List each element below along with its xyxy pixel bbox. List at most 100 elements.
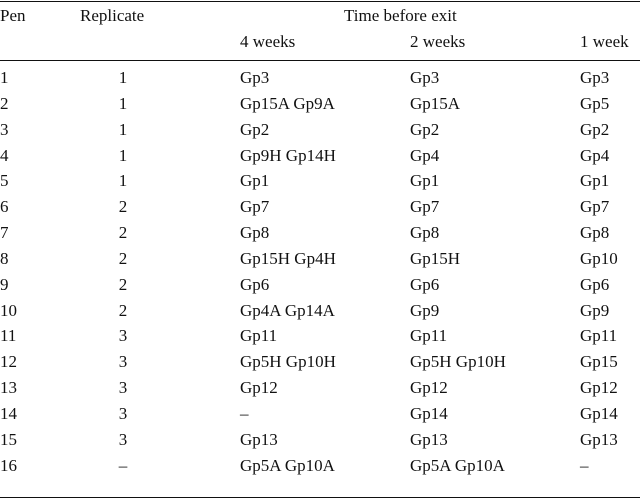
one-week-cell: Gp5 — [580, 93, 610, 113]
two-weeks-cell: Gp4 — [410, 145, 440, 165]
replicate-cell: 3 — [118, 378, 128, 398]
one-week-cell: Gp11 — [580, 326, 618, 346]
two-weeks-cell: Gp5A Gp10A — [410, 455, 505, 475]
two-weeks-cell: Gp11 — [410, 326, 448, 346]
one-week-cell: Gp6 — [580, 274, 610, 294]
table-row: 5 1 Gp1 Gp1 Gp1 — [0, 171, 640, 197]
four-weeks-cell: Gp11 — [240, 326, 278, 346]
pen-cell: 8 — [0, 248, 9, 268]
four-weeks-cell: Gp15A Gp9A — [240, 93, 335, 113]
two-weeks-cell: Gp15A — [410, 93, 461, 113]
header-time-before-exit: Time before exit — [344, 6, 457, 25]
table-row: 11 3 Gp11 Gp11 Gp11 — [0, 326, 640, 352]
replicate-cell: 3 — [118, 429, 128, 449]
four-weeks-cell: Gp8 — [240, 223, 270, 243]
table-row: 12 3 Gp5H Gp10H Gp5H Gp10H Gp15 — [0, 352, 640, 378]
one-week-cell: – — [580, 455, 589, 475]
two-weeks-cell: Gp13 — [410, 429, 448, 449]
two-weeks-cell: Gp9 — [410, 300, 440, 320]
table-row: 8 2 Gp15H Gp4H Gp15H Gp10 — [0, 249, 640, 275]
one-week-cell: Gp10 — [580, 248, 618, 268]
pen-cell: 10 — [0, 300, 17, 320]
bottom-rule — [0, 497, 640, 498]
one-week-cell: Gp4 — [580, 145, 610, 165]
four-weeks-cell: Gp2 — [240, 119, 270, 139]
one-week-cell: Gp2 — [580, 119, 610, 139]
two-weeks-cell: Gp8 — [410, 223, 440, 243]
one-week-cell: Gp9 — [580, 300, 610, 320]
two-weeks-cell: Gp12 — [410, 378, 448, 398]
replicate-cell: 1 — [118, 93, 128, 113]
two-weeks-cell: Gp2 — [410, 119, 440, 139]
pen-cell: 1 — [0, 68, 9, 87]
pen-cell: 9 — [0, 274, 9, 294]
two-weeks-cell: Gp7 — [410, 197, 440, 217]
top-rule — [0, 1, 640, 2]
pen-cell: 14 — [0, 403, 17, 423]
pen-cell: 3 — [0, 119, 9, 139]
four-weeks-cell: Gp6 — [240, 274, 270, 294]
table-row: 9 2 Gp6 Gp6 Gp6 — [0, 275, 640, 301]
two-weeks-cell: Gp5H Gp10H — [410, 352, 506, 372]
replicate-cell: 2 — [118, 274, 128, 294]
table-row: 10 2 Gp4A Gp14A Gp9 Gp9 — [0, 301, 640, 327]
replicate-cell: 2 — [118, 300, 128, 320]
two-weeks-cell: Gp3 — [410, 68, 440, 87]
four-weeks-cell: Gp9H Gp14H — [240, 145, 336, 165]
two-weeks-cell: Gp6 — [410, 274, 440, 294]
replicate-cell: 1 — [118, 119, 128, 139]
header-1-week: 1 week — [580, 32, 629, 51]
one-week-cell: Gp8 — [580, 223, 610, 243]
pen-cell: 16 — [0, 455, 17, 475]
one-week-cell: Gp1 — [580, 171, 610, 191]
four-weeks-cell: Gp15H Gp4H — [240, 248, 336, 268]
one-week-cell: Gp3 — [580, 68, 610, 87]
table-row: 16 – Gp5A Gp10A Gp5A Gp10A – — [0, 456, 640, 482]
header-rule — [0, 60, 640, 61]
four-weeks-cell: Gp1 — [240, 171, 270, 191]
table-row: 13 3 Gp12 Gp12 Gp12 — [0, 378, 640, 404]
pen-cell: 5 — [0, 171, 9, 191]
four-weeks-cell: Gp5H Gp10H — [240, 352, 336, 372]
four-weeks-cell: Gp12 — [240, 378, 278, 398]
replicate-cell: – — [118, 455, 128, 475]
table-row: 1 1 Gp3 Gp3 Gp3 — [0, 68, 640, 94]
four-weeks-cell: Gp7 — [240, 197, 270, 217]
table-row: 14 3 – Gp14 Gp14 — [0, 404, 640, 430]
pen-cell: 4 — [0, 145, 9, 165]
one-week-cell: Gp14 — [580, 403, 618, 423]
four-weeks-cell: Gp13 — [240, 429, 278, 449]
pen-cell: 7 — [0, 223, 9, 243]
table-row: 7 2 Gp8 Gp8 Gp8 — [0, 223, 640, 249]
four-weeks-cell: Gp3 — [240, 68, 270, 87]
table-row: 3 1 Gp2 Gp2 Gp2 — [0, 120, 640, 146]
replicate-cell: 1 — [118, 171, 128, 191]
pen-cell: 6 — [0, 197, 9, 217]
table-row: 6 2 Gp7 Gp7 Gp7 — [0, 197, 640, 223]
table-row: 2 1 Gp15A Gp9A Gp15A Gp5 — [0, 94, 640, 120]
replicate-cell: 1 — [118, 145, 128, 165]
two-weeks-cell: Gp15H — [410, 248, 461, 268]
pen-cell: 11 — [0, 326, 17, 346]
table-row: 15 3 Gp13 Gp13 Gp13 — [0, 430, 640, 456]
pen-cell: 12 — [0, 352, 17, 372]
four-weeks-cell: Gp5A Gp10A — [240, 455, 335, 475]
four-weeks-cell: Gp4A Gp14A — [240, 300, 335, 320]
one-week-cell: Gp12 — [580, 378, 618, 398]
replicate-cell: 3 — [118, 352, 128, 372]
header-pen: Pen — [0, 6, 26, 25]
pen-cell: 13 — [0, 378, 17, 398]
replicate-cell: 2 — [118, 223, 128, 243]
table-row: 4 1 Gp9H Gp14H Gp4 Gp4 — [0, 146, 640, 172]
replicate-cell: 1 — [118, 68, 128, 87]
header-4-weeks: 4 weeks — [240, 32, 296, 51]
two-weeks-cell: Gp1 — [410, 171, 440, 191]
replicate-cell: 2 — [118, 248, 128, 268]
two-weeks-cell: Gp14 — [410, 403, 448, 423]
one-week-cell: Gp15 — [580, 352, 618, 372]
header-replicate: Replicate — [80, 6, 145, 25]
one-week-cell: Gp7 — [580, 197, 610, 217]
replicate-cell: 3 — [118, 326, 128, 346]
pen-cell: 2 — [0, 93, 9, 113]
